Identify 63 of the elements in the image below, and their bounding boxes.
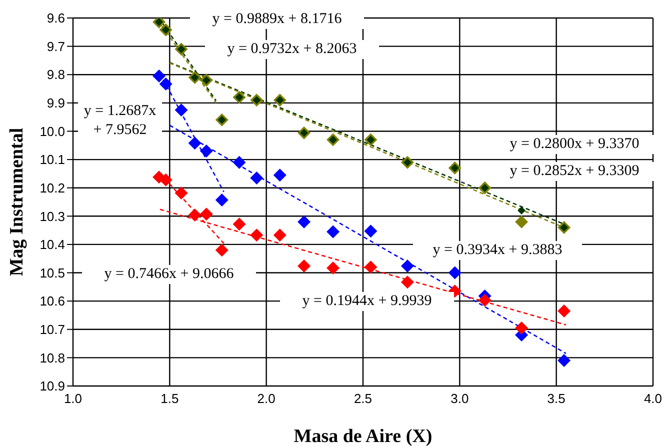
annotation: y = 0.9889x + 8.1716 [190,10,364,29]
point [174,186,188,200]
point [326,261,340,274]
point [200,208,213,221]
x-tick-label: 1.0 [64,391,82,406]
point [159,77,172,90]
point [232,218,246,231]
point [515,321,528,334]
annotation: y = 0.7466x + 9.0666 [82,265,256,284]
point [478,294,492,307]
y-tick-label: 9.9 [46,96,65,111]
annotation: y = 1.2687x + 7.9562 [78,102,162,140]
point [400,276,414,289]
y-tick-label: 10.7 [40,322,65,337]
y-axis-title: Mag Instrumental [6,128,28,276]
point [188,136,202,150]
point [448,266,462,280]
point [200,144,213,158]
y-tick-label: 9.7 [46,38,65,54]
y-tick-label: 10.1 [40,152,65,168]
x-tick-label: 4.0 [644,391,662,406]
point [250,228,264,242]
point [326,225,340,238]
point [400,259,414,272]
x-tick-label: 1.5 [160,391,179,406]
point [518,206,526,214]
x-axis-title: Masa de Aire (X) [294,426,432,446]
annotation: y = 0.2800x + 9.3370 [490,135,659,154]
point [159,173,172,186]
point [273,168,286,182]
point [215,194,228,207]
y-tick-label: 9.6 [46,10,65,26]
y-tick-label: 10.9 [40,378,65,394]
point [215,244,228,257]
annotation: y = 0.3934x + 9.3883 [413,241,582,260]
point [364,260,378,274]
x-tick-label: 3.5 [547,391,566,406]
annotation: y = 0.2852x + 9.3309 [490,162,659,181]
annotation: y = 0.9732x + 8.2063 [205,40,379,59]
point [232,156,246,169]
point [273,228,286,242]
point [174,104,188,116]
x-tick-label: 2.0 [257,391,276,406]
y-tick-label: 9.8 [46,67,65,82]
y-tick-label: 10.3 [40,208,65,224]
annotation: y = 0.1944x + 9.9939 [280,292,454,311]
y-tick-label: 10.8 [40,350,65,366]
point [515,215,528,228]
point [188,208,202,222]
y-tick-label: 10.0 [40,124,65,139]
point [364,224,378,238]
point [558,354,571,368]
x-tick-label: 3.0 [450,391,469,406]
y-tick-label: 10.4 [40,237,65,252]
point [298,259,311,272]
point [298,215,311,228]
point [152,70,166,83]
point [250,171,264,184]
y-tick-label: 10.6 [40,294,65,309]
x-tick-label: 2.5 [354,391,372,406]
y-tick-label: 10.2 [40,180,65,196]
y-tick-label: 10.5 [40,265,65,280]
point [558,304,571,318]
